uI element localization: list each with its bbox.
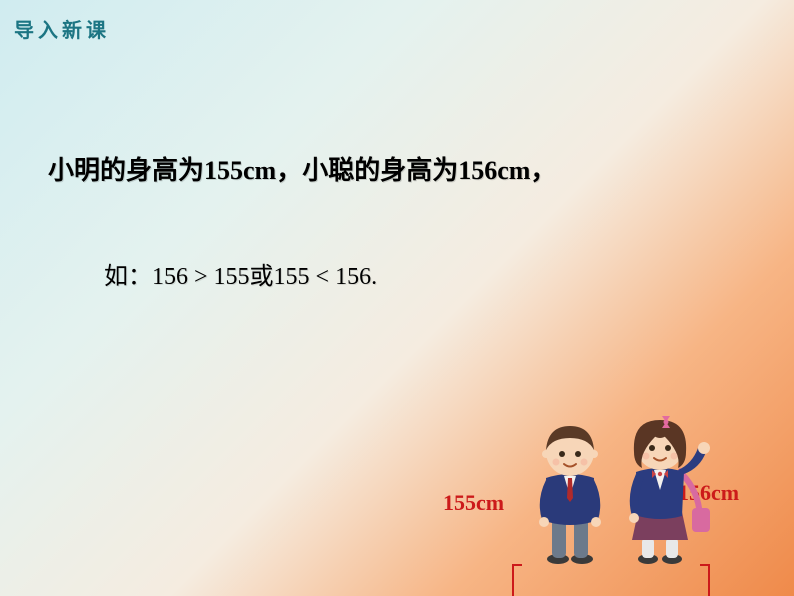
bracket-right-line — [708, 564, 710, 596]
height-figure: 155cm 156cm — [498, 383, 748, 578]
height-label-left: 155cm — [443, 490, 504, 516]
section-header: 导入新课 — [14, 14, 110, 43]
body-line-2: 如：156 > 155或155 < 156. — [104, 256, 377, 291]
bracket-left-line — [512, 564, 514, 596]
body-line-1: 小明的身高为155cm，小聪的身高为156cm， — [48, 150, 556, 187]
bracket-left-top-tick — [512, 564, 522, 566]
girl-character — [608, 412, 718, 564]
boy-character — [526, 416, 616, 564]
slide: 导入新课 小明的身高为155cm，小聪的身高为156cm， 如：156 > 15… — [0, 0, 794, 596]
bracket-right-top-tick — [700, 564, 710, 566]
